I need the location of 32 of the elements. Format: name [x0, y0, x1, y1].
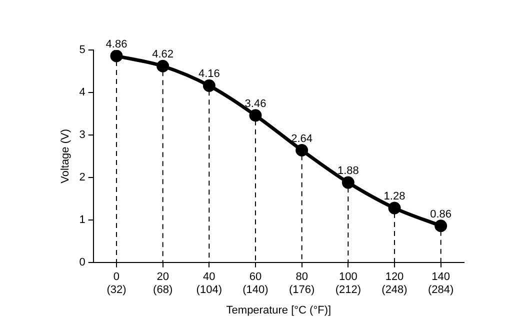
point: [342, 176, 354, 189]
data-label: 1.88: [337, 165, 359, 178]
point: [110, 50, 123, 62]
y-tick-label: 2: [79, 171, 86, 184]
x-tick-label: 60 (140): [242, 271, 268, 296]
y-tick-label: 5: [79, 44, 86, 56]
x-tick-label: 140 (284): [428, 271, 454, 296]
y-axis-title: Voltage (V): [60, 128, 72, 184]
data-label: 4.86: [106, 38, 128, 50]
y-tick-label: 4: [79, 86, 86, 99]
data-label: 4.16: [198, 68, 220, 80]
y-tick-label: 3: [79, 128, 86, 141]
point: [296, 144, 308, 157]
data-label: 0.86: [430, 208, 452, 220]
data-label: 3.46: [244, 98, 266, 110]
point: [202, 79, 216, 92]
x-tick-label: 20 (68): [153, 271, 173, 296]
point: [156, 60, 170, 72]
data-label: 1.28: [384, 190, 406, 203]
data-label: 2.64: [291, 132, 313, 145]
x-tick-label: 0 (32): [106, 271, 126, 296]
x-tick-label: 40 (104): [196, 271, 222, 296]
point: [249, 109, 262, 122]
x-tick-label: 80 (176): [288, 271, 315, 296]
x-tick-label: 120 (248): [382, 271, 408, 296]
x-tick-label: 100 (212): [335, 271, 362, 296]
y-tick-label: 1: [79, 214, 86, 226]
data-label: 4.62: [152, 48, 174, 61]
y-tick-label: 0: [79, 256, 86, 268]
x-axis-title: Temperature [°C (°F)]: [226, 304, 332, 316]
point: [388, 202, 401, 214]
point: [434, 220, 448, 232]
